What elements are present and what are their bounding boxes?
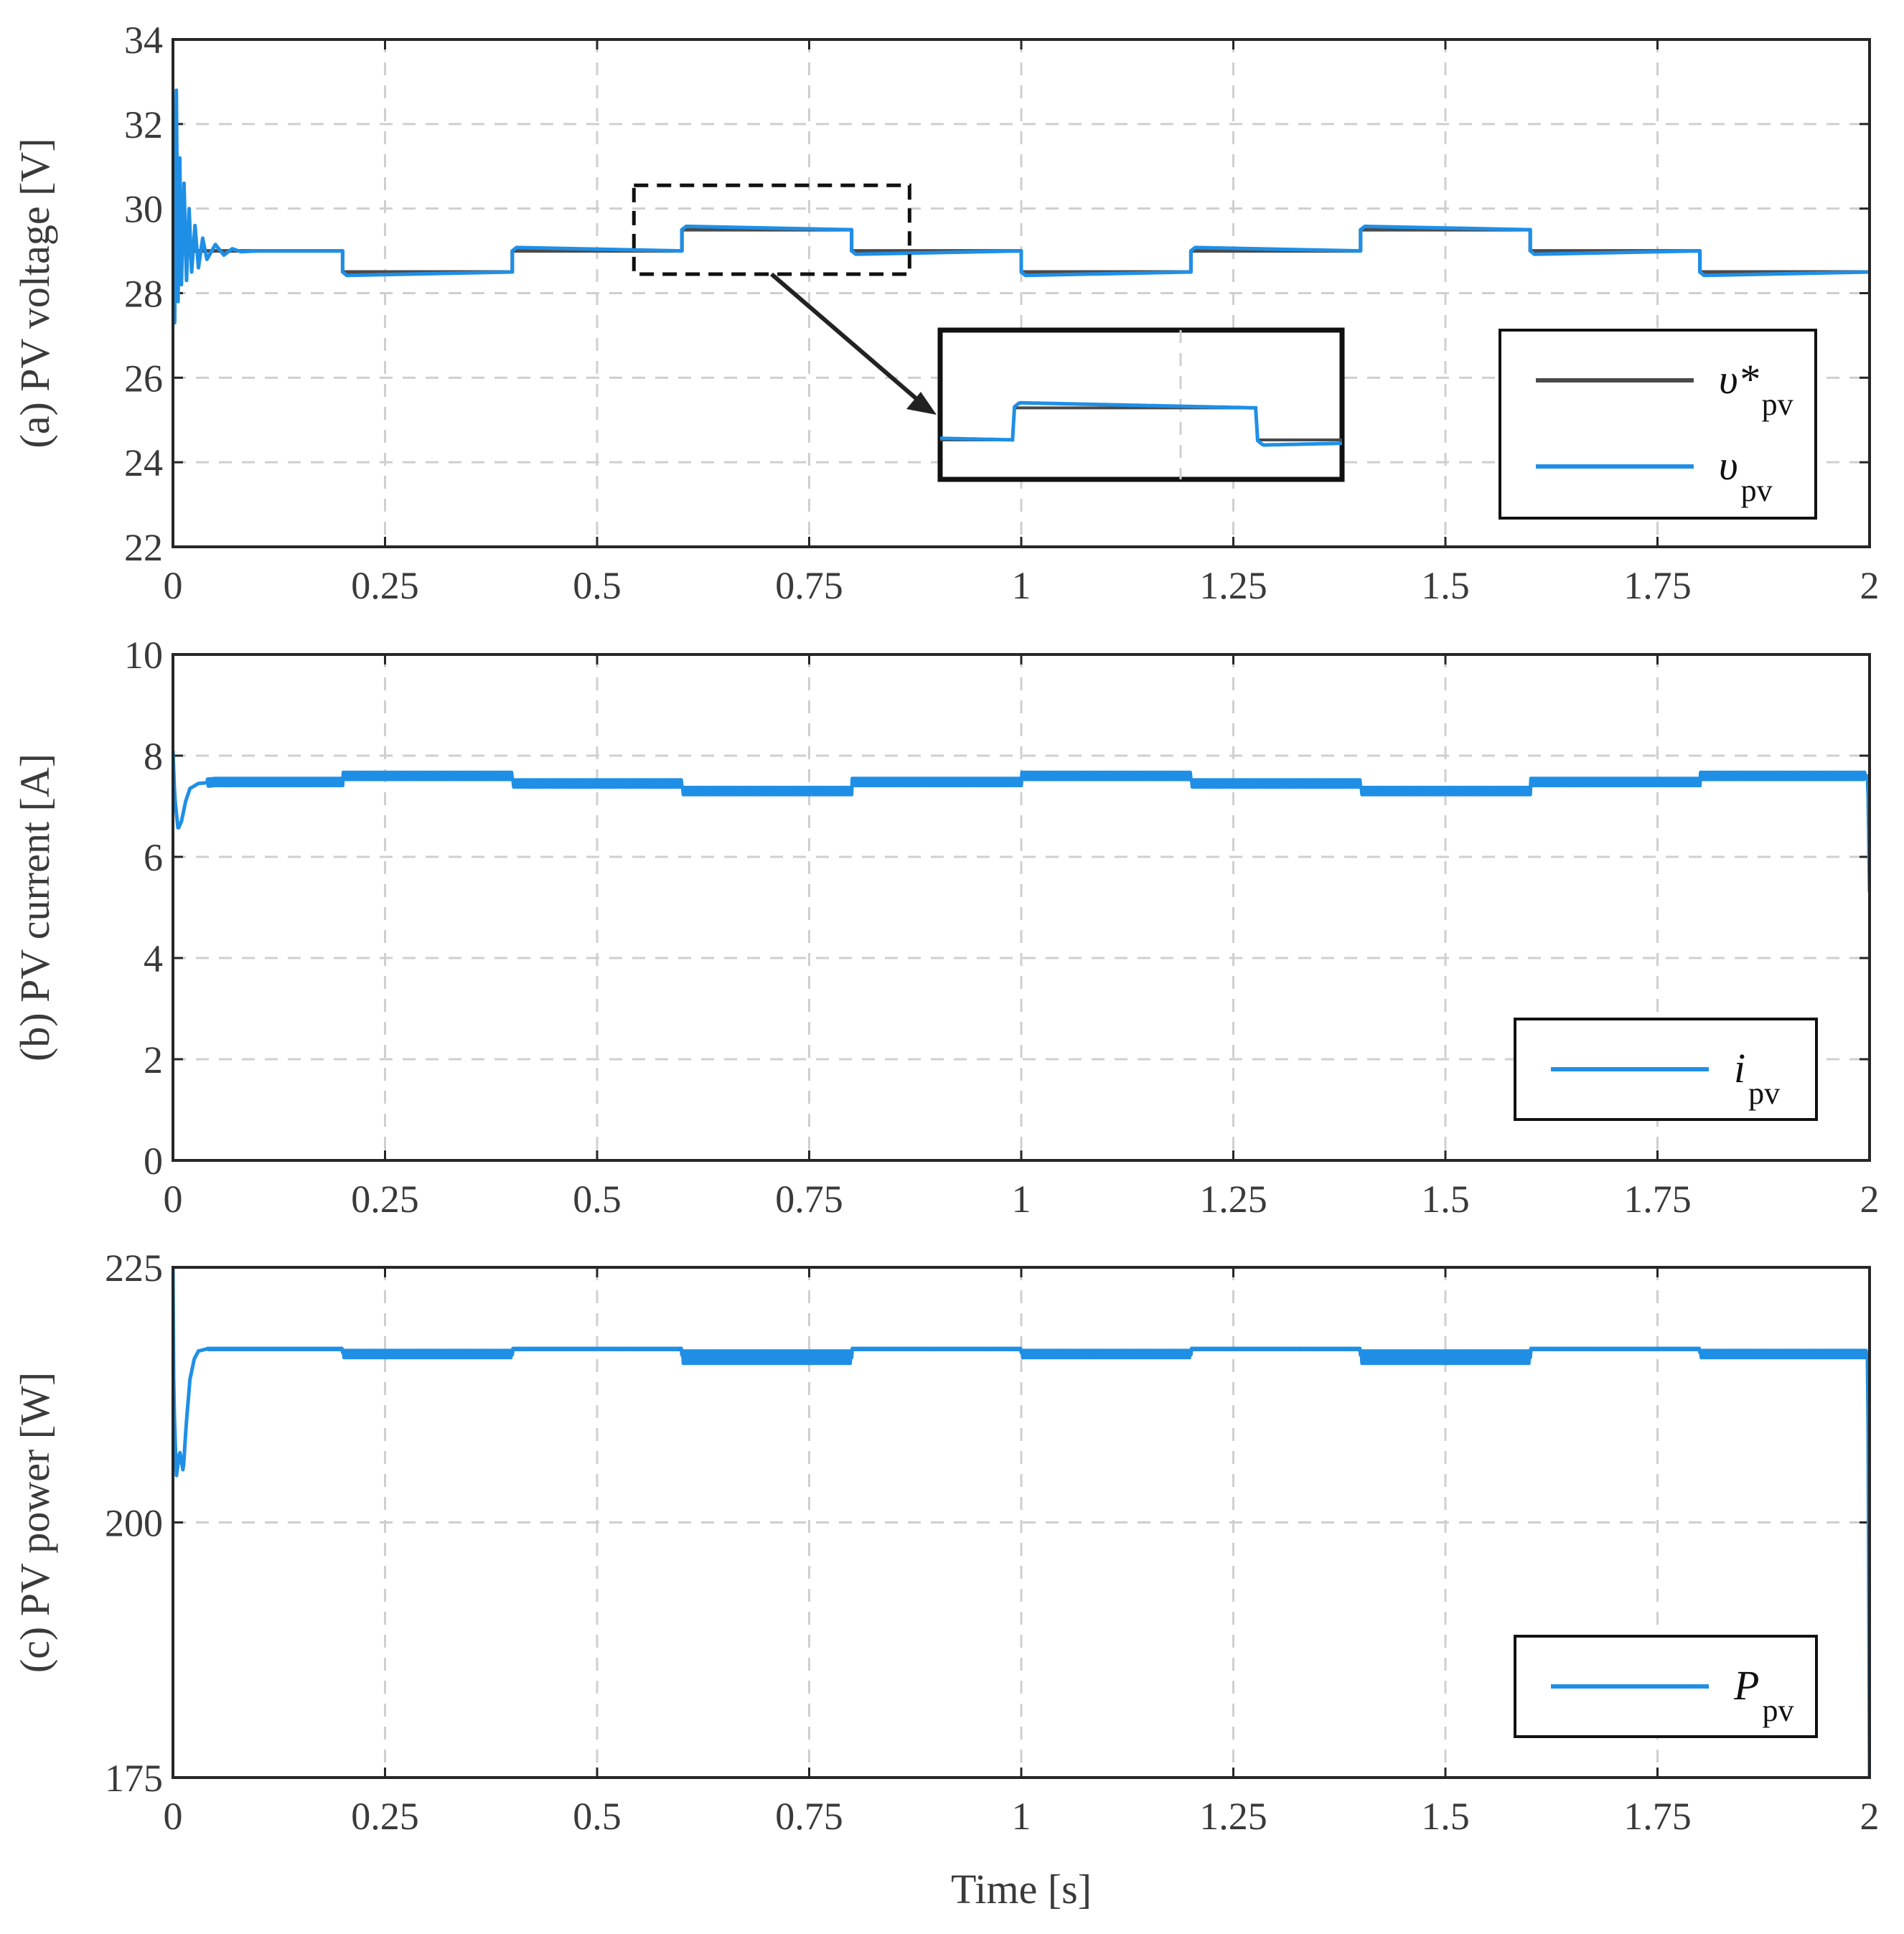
x-tick-label: 0.75 bbox=[775, 1795, 843, 1838]
y-tick-label: 28 bbox=[124, 273, 163, 316]
x-tick-label: 1 bbox=[1012, 1178, 1031, 1221]
x-tick-label: 0 bbox=[164, 1795, 183, 1838]
legend-label: Ppv bbox=[1733, 1662, 1793, 1728]
y-tick-label: 34 bbox=[124, 19, 163, 62]
series-line-Ppv bbox=[173, 1267, 1870, 1778]
zoom-arrow-head bbox=[906, 392, 937, 415]
x-tick-label: 2 bbox=[1860, 1178, 1880, 1221]
y-tick-label: 4 bbox=[144, 937, 163, 980]
y-tick-label: 225 bbox=[105, 1247, 163, 1290]
y-axis-label: (b) PV current [A] bbox=[11, 754, 58, 1061]
y-tick-label: 30 bbox=[124, 188, 163, 231]
axes-box bbox=[172, 653, 1871, 1162]
y-tick-label: 175 bbox=[105, 1757, 163, 1800]
x-tick-label: 0.75 bbox=[775, 1178, 843, 1221]
zoom-inset bbox=[632, 183, 1345, 482]
y-tick-label: 26 bbox=[124, 357, 163, 400]
current-panel: 0 0.25 0.5 0.75 1 1.25 1.5 1.75 2 0 2 4 6 8 10 (b) PV c… bbox=[11, 634, 1880, 1221]
zoom-source-box bbox=[632, 183, 911, 276]
x-tick-label: 0.5 bbox=[573, 564, 622, 607]
legend-label: υ*pv bbox=[1719, 356, 1793, 422]
legend-label: υpv bbox=[1719, 442, 1773, 508]
x-tick-label: 0.25 bbox=[351, 1178, 419, 1221]
x-tick-label: 0.5 bbox=[573, 1795, 622, 1838]
series-line-ipv bbox=[173, 750, 1870, 893]
legend: ipv bbox=[1514, 1018, 1818, 1121]
x-tick-label: 1.5 bbox=[1421, 564, 1470, 607]
zoom-arrow-line bbox=[770, 272, 921, 404]
axes-box bbox=[172, 38, 1871, 548]
x-tick-label: 1.25 bbox=[1199, 1178, 1267, 1221]
series-line-υpv bbox=[173, 88, 1870, 325]
y-tick-label: 32 bbox=[124, 103, 163, 146]
power-panel: 0 0.25 0.5 0.75 1 1.25 1.5 1.75 2 175 200 225 (c) PV… bbox=[11, 1247, 1880, 1912]
x-tick-label: 1 bbox=[1012, 564, 1031, 607]
legend-label: ipv bbox=[1734, 1045, 1780, 1111]
y-tick-label: 24 bbox=[124, 441, 163, 484]
x-tick-label: 0 bbox=[164, 1178, 183, 1221]
y-tick-label: 200 bbox=[105, 1502, 163, 1545]
y-tick-label: 8 bbox=[144, 735, 163, 778]
x-tick-label: 0.75 bbox=[775, 564, 843, 607]
series-group bbox=[173, 1267, 1870, 1778]
y-tick-label: 22 bbox=[124, 526, 163, 569]
series-group bbox=[173, 750, 1870, 893]
x-tick-label: 1.5 bbox=[1421, 1178, 1470, 1221]
legend-box bbox=[1499, 329, 1817, 520]
x-tick-label: 1.75 bbox=[1623, 564, 1692, 607]
x-tick-label: 1.25 bbox=[1199, 1795, 1267, 1838]
x-tick-label: 2 bbox=[1860, 564, 1880, 607]
zoom-measured-line bbox=[940, 400, 1343, 447]
x-tick-label: 1 bbox=[1012, 1795, 1031, 1838]
voltage-panel: 0 0.25 0.5 0.75 1 1.25 1.5 1.75 222242628303234(… bbox=[11, 19, 1880, 607]
x-tick-label: 0.25 bbox=[351, 1795, 419, 1838]
x-tick-label: 0.25 bbox=[351, 564, 419, 607]
x-tick-label: 2 bbox=[1860, 1795, 1880, 1838]
x-tick-label: 0 bbox=[164, 564, 183, 607]
x-tick-label: 1.25 bbox=[1199, 564, 1267, 607]
legend: υ*pv υpv bbox=[1499, 329, 1817, 520]
y-tick-label: 10 bbox=[124, 634, 163, 677]
y-axis-label: (c) PV power [W] bbox=[11, 1372, 58, 1673]
x-tick-label: 1.75 bbox=[1623, 1795, 1692, 1838]
y-tick-label: 0 bbox=[144, 1140, 163, 1183]
x-tick-label: 1.5 bbox=[1421, 1795, 1470, 1838]
x-tick-label: 1.75 bbox=[1623, 1178, 1692, 1221]
legend: Ppv bbox=[1514, 1635, 1818, 1738]
y-tick-label: 2 bbox=[144, 1038, 163, 1081]
y-axis-label: (a) PV voltage [V] bbox=[11, 138, 58, 448]
y-tick-label: 6 bbox=[144, 836, 163, 879]
x-axis-label: Time [s] bbox=[951, 1866, 1092, 1912]
series-group bbox=[173, 88, 1870, 325]
axes-box bbox=[172, 1266, 1871, 1779]
x-tick-label: 0.5 bbox=[573, 1178, 622, 1221]
